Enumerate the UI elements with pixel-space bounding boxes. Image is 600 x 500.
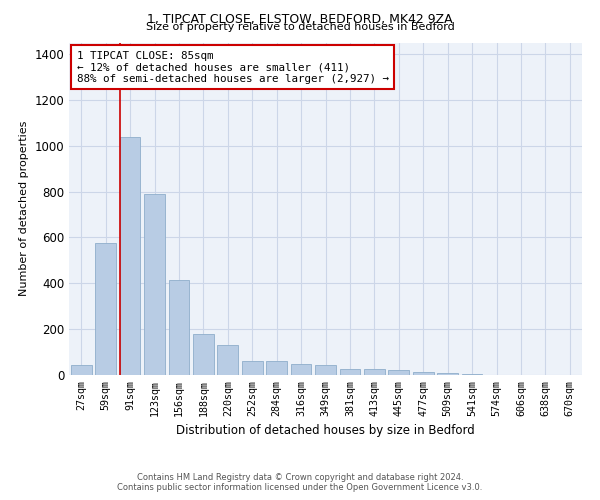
- X-axis label: Distribution of detached houses by size in Bedford: Distribution of detached houses by size …: [176, 424, 475, 437]
- Text: 1, TIPCAT CLOSE, ELSTOW, BEDFORD, MK42 9ZA: 1, TIPCAT CLOSE, ELSTOW, BEDFORD, MK42 9…: [147, 12, 453, 26]
- Bar: [193, 334, 214, 375]
- Bar: [119, 136, 140, 375]
- Bar: [290, 364, 311, 375]
- Bar: [461, 374, 482, 375]
- Bar: [217, 345, 238, 375]
- Bar: [437, 373, 458, 375]
- Bar: [71, 364, 92, 375]
- Bar: [169, 280, 190, 375]
- Bar: [315, 366, 336, 375]
- Y-axis label: Number of detached properties: Number of detached properties: [19, 121, 29, 296]
- Text: Size of property relative to detached houses in Bedford: Size of property relative to detached ho…: [146, 22, 454, 32]
- Bar: [364, 369, 385, 375]
- Bar: [413, 372, 434, 375]
- Bar: [242, 361, 263, 375]
- Bar: [266, 361, 287, 375]
- Bar: [144, 194, 165, 375]
- Text: 1 TIPCAT CLOSE: 85sqm
← 12% of detached houses are smaller (411)
88% of semi-det: 1 TIPCAT CLOSE: 85sqm ← 12% of detached …: [77, 51, 389, 84]
- Text: Contains HM Land Registry data © Crown copyright and database right 2024.
Contai: Contains HM Land Registry data © Crown c…: [118, 473, 482, 492]
- Bar: [340, 368, 361, 375]
- Bar: [388, 370, 409, 375]
- Bar: [95, 243, 116, 375]
